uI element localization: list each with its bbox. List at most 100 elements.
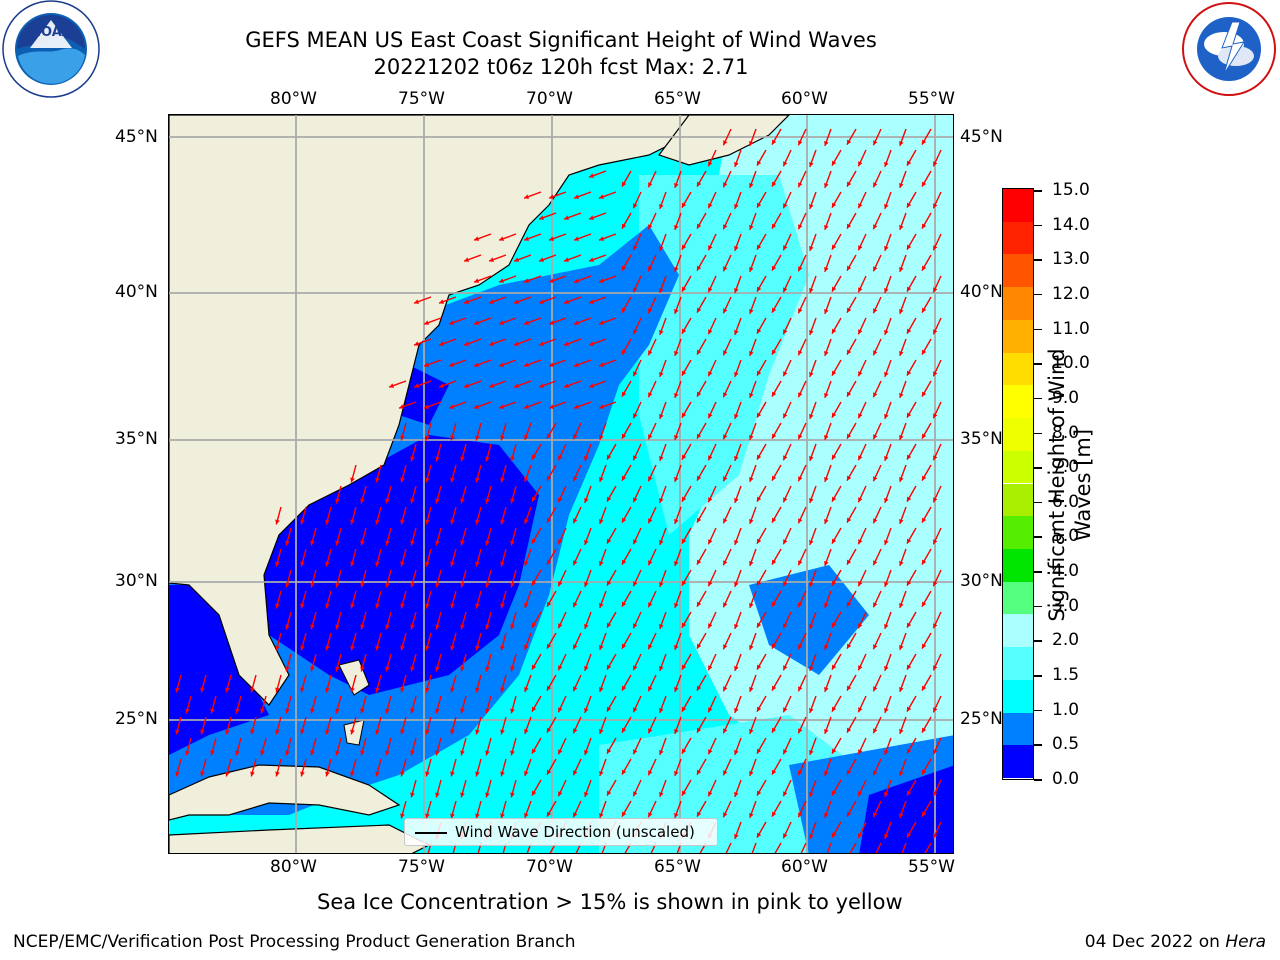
wind-wave-arrowhead bbox=[659, 792, 664, 797]
wind-wave-arrowhead bbox=[749, 141, 754, 146]
wind-wave-arrowhead bbox=[899, 813, 904, 818]
wind-wave-arrowhead bbox=[809, 582, 814, 587]
wind-wave-arrowhead bbox=[708, 791, 713, 797]
wind-wave-arrowhead bbox=[682, 202, 687, 208]
wind-wave-arrowhead bbox=[674, 687, 679, 692]
wind-wave-arrowhead bbox=[682, 454, 687, 460]
wind-wave-arrowhead bbox=[734, 498, 739, 503]
wind-wave-arrowhead bbox=[899, 645, 904, 650]
wind-wave-arrowhead bbox=[532, 622, 537, 628]
wind-wave-arrowhead bbox=[325, 771, 330, 777]
wind-wave-arrowhead bbox=[772, 811, 777, 817]
wind-wave-arrowhead bbox=[300, 519, 305, 525]
wind-wave-arrowhead bbox=[460, 666, 465, 672]
wind-wave-arrowhead bbox=[648, 392, 653, 398]
wind-wave-arrowhead bbox=[772, 139, 777, 145]
wind-wave-arrowhead bbox=[922, 475, 927, 481]
wind-wave-arrowhead bbox=[532, 790, 537, 796]
wind-wave-arrowhead bbox=[824, 225, 829, 230]
wind-wave-arrowhead bbox=[260, 750, 265, 756]
wind-wave-arrowhead bbox=[907, 328, 912, 334]
wind-wave-arrowhead bbox=[633, 245, 638, 251]
wind-wave-arrowhead bbox=[450, 645, 455, 651]
colorbar-tick bbox=[1034, 779, 1042, 781]
wind-wave-arrowhead bbox=[873, 266, 878, 272]
wind-wave-arrowhead bbox=[772, 643, 777, 649]
wind-wave-arrowhead bbox=[723, 812, 728, 818]
colorbar-tick bbox=[1034, 709, 1042, 712]
wind-wave-arrowhead bbox=[648, 350, 653, 356]
wind-wave-arrowhead bbox=[607, 790, 612, 796]
lon-label-bottom: 65°W bbox=[654, 857, 701, 877]
wind-wave-arrowhead bbox=[757, 664, 762, 670]
wind-wave-arrowhead bbox=[485, 624, 490, 630]
map-gridlines bbox=[169, 115, 953, 853]
wind-wave-arrowhead bbox=[185, 750, 190, 756]
wind-wave-arrowhead bbox=[832, 706, 837, 712]
wind-wave-arrowhead bbox=[783, 203, 788, 209]
wind-wave-arrowhead bbox=[524, 278, 529, 283]
wind-wave-arrowhead bbox=[783, 749, 788, 755]
wind-wave-arrowhead bbox=[325, 645, 330, 651]
wind-wave-arrowhead bbox=[682, 244, 687, 250]
wind-wave-arrowhead bbox=[425, 519, 430, 525]
wind-wave-arrowhead bbox=[499, 404, 504, 409]
colorbar-segment bbox=[1003, 319, 1033, 353]
wind-wave-arrowhead bbox=[798, 476, 803, 482]
wind-wave-arrowhead bbox=[648, 182, 653, 188]
wind-wave-arrowhead bbox=[524, 645, 529, 650]
wind-wave-arrowhead bbox=[285, 582, 290, 588]
wind-wave-arrowhead bbox=[524, 477, 529, 482]
wind-wave-arrowhead bbox=[439, 299, 444, 304]
wind-wave-arrowhead bbox=[757, 370, 762, 376]
wind-wave-arrowhead bbox=[772, 265, 777, 271]
wave-height-map[interactable] bbox=[168, 114, 954, 854]
wind-wave-arrowhead bbox=[410, 792, 415, 798]
wind-wave-arrowhead bbox=[708, 161, 713, 167]
wind-wave-arrowhead bbox=[832, 748, 837, 754]
wind-wave-arrowhead bbox=[809, 540, 814, 545]
wind-wave-arrowhead bbox=[648, 728, 653, 734]
wind-wave-arrow bbox=[800, 842, 807, 853]
wind-wave-arrowhead bbox=[414, 299, 419, 304]
wind-wave-arrowhead bbox=[734, 582, 739, 587]
wind-wave-arrowhead bbox=[899, 477, 904, 482]
wind-wave-arrowhead bbox=[783, 539, 788, 545]
wind-wave-arrowhead bbox=[589, 341, 594, 346]
wind-wave-arrowhead bbox=[633, 581, 638, 587]
wind-wave-arrowhead bbox=[749, 519, 754, 524]
wind-wave-arrowhead bbox=[375, 561, 380, 567]
wind-wave-arrowhead bbox=[907, 286, 912, 292]
wind-wave-arrowhead bbox=[772, 181, 777, 187]
wind-wave-arrowhead bbox=[907, 160, 912, 166]
wind-wave-arrowhead bbox=[907, 496, 912, 502]
wind-wave-arrowhead bbox=[375, 729, 380, 735]
wind-wave-arrowhead bbox=[697, 391, 702, 397]
wind-wave-arrowhead bbox=[474, 362, 479, 367]
wind-wave-arrowhead bbox=[539, 383, 544, 388]
wind-wave-arrowhead bbox=[749, 267, 754, 272]
wind-wave-arrowhead bbox=[783, 371, 788, 377]
wind-wave-arrowhead bbox=[723, 434, 728, 440]
wind-wave-arrowhead bbox=[682, 412, 687, 418]
wind-wave-arrowhead bbox=[697, 727, 702, 733]
wind-wave-arrowhead bbox=[185, 708, 190, 714]
wind-wave-arrowhead bbox=[858, 623, 863, 629]
wind-wave-arrowhead bbox=[475, 771, 480, 777]
wind-wave-arrowhead bbox=[450, 519, 455, 525]
wind-wave-arrowhead bbox=[873, 686, 878, 692]
wind-wave-arrowhead bbox=[285, 708, 290, 714]
colorbar-tick bbox=[1034, 501, 1042, 504]
wind-wave-arrowhead bbox=[708, 371, 713, 377]
wind-wave-arrowhead bbox=[325, 729, 330, 735]
wind-wave-arrowhead bbox=[708, 455, 713, 461]
wind-wave-arrowhead bbox=[899, 519, 904, 524]
wind-wave-arrowhead bbox=[385, 498, 390, 504]
wind-wave-arrowhead bbox=[335, 708, 340, 714]
wind-wave-arrowhead bbox=[574, 404, 579, 409]
wind-wave-arrowhead bbox=[757, 160, 762, 166]
wind-wave-arrowhead bbox=[884, 666, 889, 671]
wind-wave-arrowhead bbox=[884, 708, 889, 713]
wind-wave-arrowhead bbox=[824, 477, 829, 482]
wind-wave-arrowhead bbox=[514, 299, 519, 304]
